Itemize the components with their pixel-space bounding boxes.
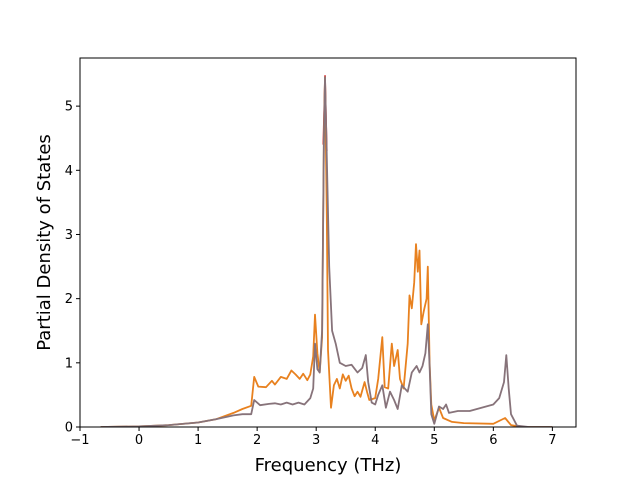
x-axis-ticks: −1 0 1 2 3 4 5 6 7 — [70, 427, 557, 448]
y-axis-ticks: 0 1 2 3 4 5 — [65, 100, 80, 436]
series-line-2 — [100, 76, 553, 427]
y-tick-label: 5 — [65, 100, 73, 115]
x-tick-label: 2 — [253, 433, 261, 448]
plot-frame — [79, 57, 577, 428]
plot-layer — [100, 75, 553, 427]
x-tick-label: 5 — [430, 433, 438, 448]
y-tick-label: 0 — [65, 421, 73, 436]
series-line-1 — [100, 76, 553, 427]
x-tick-label: −1 — [70, 433, 89, 448]
y-tick-label: 3 — [65, 228, 73, 243]
x-tick-label: 1 — [194, 433, 202, 448]
y-tick-label: 1 — [65, 356, 73, 371]
x-tick-label: 6 — [489, 433, 497, 448]
x-axis-label: Frequency (THz) — [255, 455, 402, 476]
y-tick-label: 2 — [65, 292, 73, 307]
y-tick-label: 4 — [65, 164, 73, 179]
y-axis-label: Partial Density of States — [34, 134, 55, 351]
x-tick-label: 0 — [135, 433, 143, 448]
x-tick-label: 4 — [371, 433, 379, 448]
x-tick-label: 3 — [312, 433, 320, 448]
x-tick-label: 7 — [548, 433, 556, 448]
